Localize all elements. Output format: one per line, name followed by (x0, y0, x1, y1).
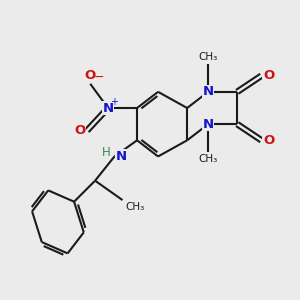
Text: H: H (102, 146, 111, 159)
Text: N: N (202, 85, 214, 98)
Text: N: N (102, 101, 114, 115)
Text: CH₃: CH₃ (199, 52, 218, 62)
Text: CH₃: CH₃ (199, 154, 218, 164)
Text: N: N (116, 150, 127, 163)
Text: N: N (202, 118, 214, 131)
Text: O: O (263, 134, 274, 147)
Text: CH₃: CH₃ (126, 202, 145, 212)
Text: −: − (94, 71, 104, 84)
Text: O: O (74, 124, 85, 137)
Text: O: O (263, 69, 274, 82)
Text: +: + (110, 97, 118, 107)
Text: O: O (85, 69, 96, 82)
